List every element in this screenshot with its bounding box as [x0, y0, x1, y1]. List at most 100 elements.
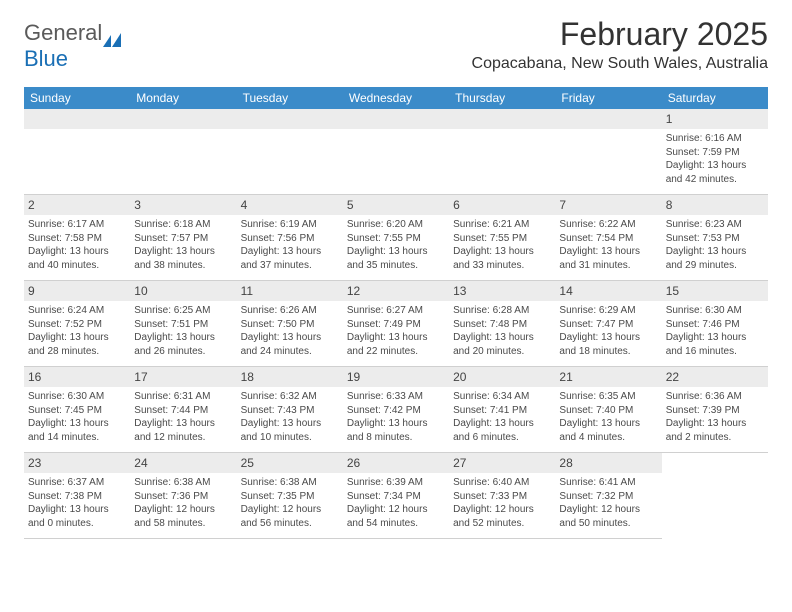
- sunrise-line: Sunrise: 6:16 AM: [666, 132, 764, 146]
- daylight-line: Daylight: 13 hours and 42 minutes.: [666, 159, 764, 186]
- day-cell-3: 3Sunrise: 6:18 AMSunset: 7:57 PMDaylight…: [130, 195, 236, 281]
- sunrise-line: Sunrise: 6:32 AM: [241, 390, 339, 404]
- day-cell-22: 22Sunrise: 6:36 AMSunset: 7:39 PMDayligh…: [662, 367, 768, 453]
- sunset-line: Sunset: 7:39 PM: [666, 404, 764, 418]
- weekday-header-row: SundayMondayTuesdayWednesdayThursdayFrid…: [24, 87, 768, 109]
- daylight-line: Daylight: 13 hours and 22 minutes.: [347, 331, 445, 358]
- sunset-line: Sunset: 7:42 PM: [347, 404, 445, 418]
- sunset-line: Sunset: 7:35 PM: [241, 490, 339, 504]
- logo-text: GeneralBlue: [24, 20, 123, 72]
- day-cell-13: 13Sunrise: 6:28 AMSunset: 7:48 PMDayligh…: [449, 281, 555, 367]
- day-number: 7: [555, 195, 661, 215]
- weekday-thursday: Thursday: [449, 87, 555, 109]
- day-number: 14: [555, 281, 661, 301]
- day-cell-14: 14Sunrise: 6:29 AMSunset: 7:47 PMDayligh…: [555, 281, 661, 367]
- daylight-line: Daylight: 13 hours and 12 minutes.: [134, 417, 232, 444]
- sunrise-line: Sunrise: 6:38 AM: [134, 476, 232, 490]
- daylight-line: Daylight: 13 hours and 28 minutes.: [28, 331, 126, 358]
- day-number: 9: [24, 281, 130, 301]
- day-cell-16: 16Sunrise: 6:30 AMSunset: 7:45 PMDayligh…: [24, 367, 130, 453]
- sunrise-line: Sunrise: 6:38 AM: [241, 476, 339, 490]
- header: GeneralBlue February 2025 Copacabana, Ne…: [0, 0, 792, 79]
- weekday-tuesday: Tuesday: [237, 87, 343, 109]
- daylight-line: Daylight: 13 hours and 18 minutes.: [559, 331, 657, 358]
- daylight-line: Daylight: 13 hours and 24 minutes.: [241, 331, 339, 358]
- day-cell-26: 26Sunrise: 6:39 AMSunset: 7:34 PMDayligh…: [343, 453, 449, 539]
- sunset-line: Sunset: 7:40 PM: [559, 404, 657, 418]
- sunset-line: Sunset: 7:41 PM: [453, 404, 551, 418]
- daylight-line: Daylight: 13 hours and 0 minutes.: [28, 503, 126, 530]
- sunrise-line: Sunrise: 6:30 AM: [28, 390, 126, 404]
- daylight-line: Daylight: 13 hours and 8 minutes.: [347, 417, 445, 444]
- day-cell-24: 24Sunrise: 6:38 AMSunset: 7:36 PMDayligh…: [130, 453, 236, 539]
- weekday-saturday: Saturday: [662, 87, 768, 109]
- sunrise-line: Sunrise: 6:31 AM: [134, 390, 232, 404]
- sunrise-line: Sunrise: 6:25 AM: [134, 304, 232, 318]
- sunrise-line: Sunrise: 6:30 AM: [666, 304, 764, 318]
- sunrise-line: Sunrise: 6:39 AM: [347, 476, 445, 490]
- days-grid: 1Sunrise: 6:16 AMSunset: 7:59 PMDaylight…: [24, 109, 768, 539]
- empty-cell: [24, 109, 130, 195]
- sunset-line: Sunset: 7:47 PM: [559, 318, 657, 332]
- day-cell-2: 2Sunrise: 6:17 AMSunset: 7:58 PMDaylight…: [24, 195, 130, 281]
- day-number: 25: [237, 453, 343, 473]
- sunset-line: Sunset: 7:53 PM: [666, 232, 764, 246]
- empty-daynum: [449, 109, 555, 129]
- day-cell-15: 15Sunrise: 6:30 AMSunset: 7:46 PMDayligh…: [662, 281, 768, 367]
- sunset-line: Sunset: 7:45 PM: [28, 404, 126, 418]
- day-number: 11: [237, 281, 343, 301]
- sunrise-line: Sunrise: 6:35 AM: [559, 390, 657, 404]
- daylight-line: Daylight: 13 hours and 33 minutes.: [453, 245, 551, 272]
- sunrise-line: Sunrise: 6:19 AM: [241, 218, 339, 232]
- day-number: 27: [449, 453, 555, 473]
- sunrise-line: Sunrise: 6:33 AM: [347, 390, 445, 404]
- empty-daynum: [343, 109, 449, 129]
- sunset-line: Sunset: 7:48 PM: [453, 318, 551, 332]
- day-number: 6: [449, 195, 555, 215]
- day-number: 18: [237, 367, 343, 387]
- day-number: 17: [130, 367, 236, 387]
- calendar: SundayMondayTuesdayWednesdayThursdayFrid…: [24, 87, 768, 539]
- empty-daynum: [555, 109, 661, 129]
- flag-icon: [103, 27, 123, 41]
- month-title: February 2025: [472, 16, 768, 53]
- day-cell-6: 6Sunrise: 6:21 AMSunset: 7:55 PMDaylight…: [449, 195, 555, 281]
- empty-cell: [130, 109, 236, 195]
- daylight-line: Daylight: 13 hours and 2 minutes.: [666, 417, 764, 444]
- day-number: 23: [24, 453, 130, 473]
- day-number: 19: [343, 367, 449, 387]
- daylight-line: Daylight: 13 hours and 16 minutes.: [666, 331, 764, 358]
- daylight-line: Daylight: 13 hours and 29 minutes.: [666, 245, 764, 272]
- daylight-line: Daylight: 12 hours and 58 minutes.: [134, 503, 232, 530]
- sunset-line: Sunset: 7:55 PM: [347, 232, 445, 246]
- day-number: 3: [130, 195, 236, 215]
- weekday-friday: Friday: [555, 87, 661, 109]
- day-cell-8: 8Sunrise: 6:23 AMSunset: 7:53 PMDaylight…: [662, 195, 768, 281]
- sunrise-line: Sunrise: 6:18 AM: [134, 218, 232, 232]
- sunrise-line: Sunrise: 6:21 AM: [453, 218, 551, 232]
- day-cell-12: 12Sunrise: 6:27 AMSunset: 7:49 PMDayligh…: [343, 281, 449, 367]
- day-number: 12: [343, 281, 449, 301]
- daylight-line: Daylight: 12 hours and 56 minutes.: [241, 503, 339, 530]
- sunset-line: Sunset: 7:59 PM: [666, 146, 764, 160]
- sunset-line: Sunset: 7:52 PM: [28, 318, 126, 332]
- location: Copacabana, New South Wales, Australia: [472, 55, 768, 73]
- day-cell-7: 7Sunrise: 6:22 AMSunset: 7:54 PMDaylight…: [555, 195, 661, 281]
- empty-cell: [237, 109, 343, 195]
- daylight-line: Daylight: 13 hours and 14 minutes.: [28, 417, 126, 444]
- day-cell-1: 1Sunrise: 6:16 AMSunset: 7:59 PMDaylight…: [662, 109, 768, 195]
- sunrise-line: Sunrise: 6:34 AM: [453, 390, 551, 404]
- logo: GeneralBlue: [24, 20, 123, 72]
- sunrise-line: Sunrise: 6:17 AM: [28, 218, 126, 232]
- empty-cell: [555, 109, 661, 195]
- day-cell-27: 27Sunrise: 6:40 AMSunset: 7:33 PMDayligh…: [449, 453, 555, 539]
- day-number: 28: [555, 453, 661, 473]
- day-number: 2: [24, 195, 130, 215]
- day-cell-23: 23Sunrise: 6:37 AMSunset: 7:38 PMDayligh…: [24, 453, 130, 539]
- day-number: 8: [662, 195, 768, 215]
- sunset-line: Sunset: 7:38 PM: [28, 490, 126, 504]
- day-cell-11: 11Sunrise: 6:26 AMSunset: 7:50 PMDayligh…: [237, 281, 343, 367]
- daylight-line: Daylight: 13 hours and 38 minutes.: [134, 245, 232, 272]
- weekday-monday: Monday: [130, 87, 236, 109]
- daylight-line: Daylight: 12 hours and 52 minutes.: [453, 503, 551, 530]
